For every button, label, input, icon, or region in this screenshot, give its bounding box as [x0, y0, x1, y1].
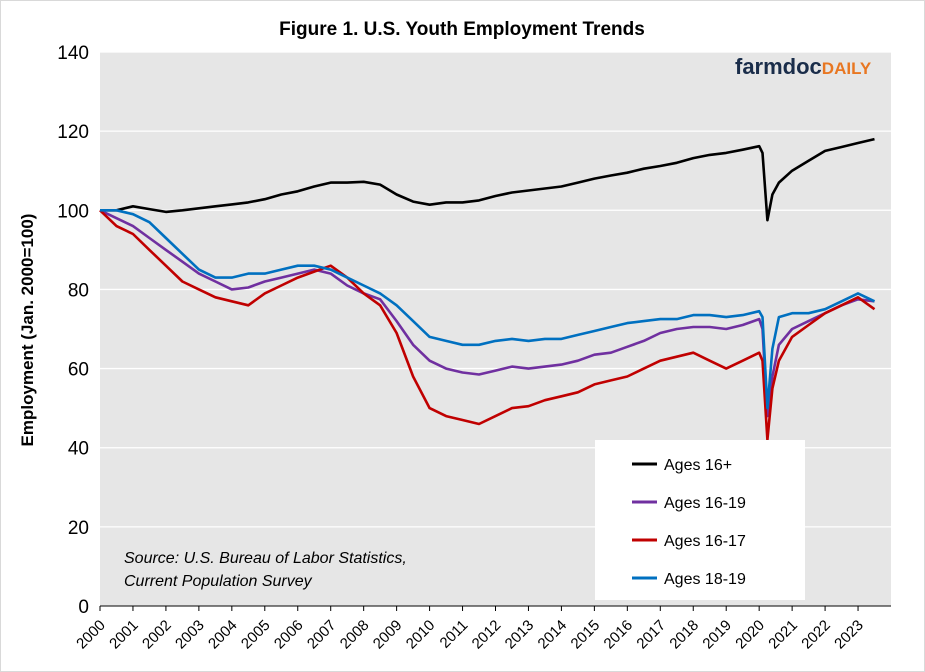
y-tick-label: 140 — [57, 43, 89, 64]
logo: farmdocDAILY — [735, 54, 872, 79]
source-line-1: Source: U.S. Bureau of Labor Statistics, — [124, 550, 407, 567]
svg-text:farmdocDAILY: farmdocDAILY — [735, 54, 872, 79]
legend-label: Ages 16-17 — [664, 533, 746, 550]
y-tick-label: 0 — [78, 597, 89, 618]
legend-box — [595, 440, 805, 600]
series-line — [100, 137, 875, 222]
y-tick-label: 100 — [57, 201, 89, 222]
y-axis-label: Employment (Jan. 2000=100) — [18, 214, 37, 447]
legend: Ages 16+ Ages 16-19 Ages 16-17 Ages 18-19 — [632, 457, 746, 588]
y-tick-label: 20 — [68, 518, 89, 539]
y-tick-label: 60 — [68, 360, 89, 381]
y-tick-label: 40 — [68, 439, 89, 460]
y-tick-label: 120 — [57, 122, 89, 143]
series-line — [99, 209, 876, 442]
legend-label: Ages 16-19 — [664, 495, 746, 512]
y-axis-ticks: 0 20 40 60 80 100 120 140 — [57, 43, 89, 618]
legend-label: Ages 18-19 — [664, 571, 746, 588]
series-lines — [99, 137, 876, 442]
source-annotation: Source: U.S. Bureau of Labor Statistics,… — [124, 550, 407, 590]
legend-label: Ages 16+ — [664, 457, 732, 474]
chart-title: Figure 1. U.S. Youth Employment Trends — [279, 19, 645, 40]
series-line — [100, 209, 876, 410]
source-line-2: Current Population Survey — [124, 573, 313, 590]
y-tick-label: 80 — [68, 280, 89, 301]
